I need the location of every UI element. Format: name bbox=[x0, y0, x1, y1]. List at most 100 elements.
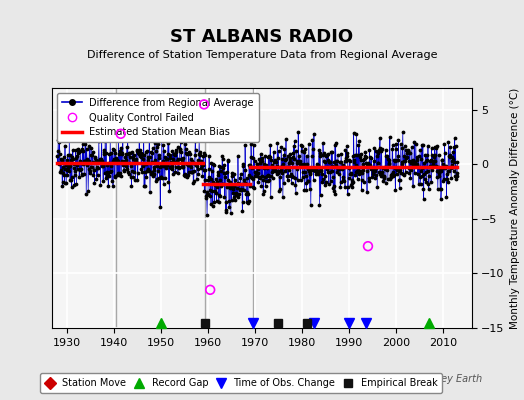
Point bbox=[276, 167, 285, 174]
Point bbox=[205, 187, 214, 193]
Point bbox=[355, 138, 363, 144]
Point bbox=[299, 162, 308, 169]
Point bbox=[244, 191, 253, 197]
Point bbox=[53, 148, 62, 155]
Point bbox=[118, 151, 127, 158]
Point bbox=[330, 187, 338, 194]
Point bbox=[430, 158, 438, 165]
Point bbox=[381, 180, 390, 186]
Point bbox=[405, 158, 413, 164]
Point bbox=[130, 157, 139, 163]
Point bbox=[105, 173, 113, 179]
Point bbox=[122, 162, 130, 169]
Point bbox=[276, 174, 284, 180]
Point bbox=[167, 159, 176, 166]
Point bbox=[188, 158, 196, 164]
Point bbox=[263, 172, 271, 179]
Point bbox=[300, 186, 309, 193]
Point bbox=[431, 152, 440, 158]
Point bbox=[279, 152, 288, 158]
Point bbox=[208, 160, 216, 166]
Point bbox=[214, 172, 222, 178]
Point bbox=[348, 184, 356, 190]
Point bbox=[237, 186, 246, 192]
Point bbox=[59, 179, 67, 186]
Point bbox=[254, 170, 263, 176]
Point bbox=[340, 178, 348, 184]
Point bbox=[149, 145, 157, 152]
Point bbox=[324, 151, 333, 157]
Point bbox=[376, 135, 384, 141]
Point bbox=[427, 156, 435, 163]
Point bbox=[145, 132, 154, 139]
Point bbox=[254, 166, 262, 173]
Point bbox=[442, 164, 450, 170]
Point bbox=[342, 158, 351, 164]
Point bbox=[63, 172, 72, 178]
Point bbox=[416, 173, 424, 180]
Point bbox=[64, 162, 73, 168]
Point bbox=[302, 187, 311, 193]
Point bbox=[84, 188, 92, 194]
Point bbox=[59, 164, 67, 170]
Point bbox=[123, 125, 132, 131]
Point bbox=[308, 166, 316, 173]
Point bbox=[300, 160, 308, 167]
Point bbox=[402, 150, 411, 156]
Point bbox=[370, 167, 378, 174]
Point bbox=[141, 169, 149, 175]
Point bbox=[292, 158, 301, 164]
Point bbox=[235, 186, 244, 192]
Point bbox=[314, 168, 323, 174]
Point bbox=[145, 154, 154, 160]
Point bbox=[271, 168, 280, 174]
Point bbox=[282, 164, 291, 171]
Point bbox=[190, 160, 199, 166]
Point bbox=[257, 183, 266, 189]
Point bbox=[254, 179, 263, 186]
Point bbox=[374, 160, 383, 166]
Point bbox=[424, 186, 433, 192]
Point bbox=[199, 162, 208, 168]
Point bbox=[355, 171, 363, 178]
Point bbox=[451, 135, 459, 142]
Point bbox=[445, 154, 454, 160]
Point bbox=[403, 148, 412, 154]
Point bbox=[257, 155, 266, 162]
Point bbox=[107, 178, 116, 184]
Point bbox=[364, 178, 373, 185]
Point bbox=[156, 204, 165, 210]
Point bbox=[241, 166, 249, 173]
Point bbox=[163, 162, 171, 168]
Point bbox=[198, 162, 206, 168]
Text: Berkeley Earth: Berkeley Earth bbox=[410, 374, 482, 384]
Point bbox=[216, 164, 225, 170]
Point bbox=[345, 164, 353, 171]
Point bbox=[177, 156, 185, 163]
Point bbox=[101, 175, 110, 181]
Point bbox=[451, 173, 460, 179]
Point bbox=[178, 163, 186, 170]
Point bbox=[394, 153, 402, 160]
Point bbox=[439, 165, 447, 171]
Point bbox=[171, 169, 179, 176]
Point bbox=[224, 157, 233, 164]
Point bbox=[344, 191, 352, 198]
Point bbox=[168, 148, 177, 154]
Point bbox=[93, 172, 102, 178]
Point bbox=[432, 145, 441, 151]
Point bbox=[311, 167, 319, 173]
Point bbox=[125, 170, 133, 177]
Point bbox=[160, 162, 169, 169]
Point bbox=[183, 161, 191, 168]
Point bbox=[310, 165, 319, 172]
Point bbox=[58, 183, 67, 189]
Point bbox=[117, 145, 125, 152]
Point bbox=[74, 149, 83, 156]
Point bbox=[421, 158, 430, 164]
Point bbox=[364, 243, 372, 249]
Point bbox=[114, 158, 122, 164]
Point bbox=[291, 182, 300, 188]
Point bbox=[374, 150, 382, 156]
Point bbox=[433, 143, 441, 150]
